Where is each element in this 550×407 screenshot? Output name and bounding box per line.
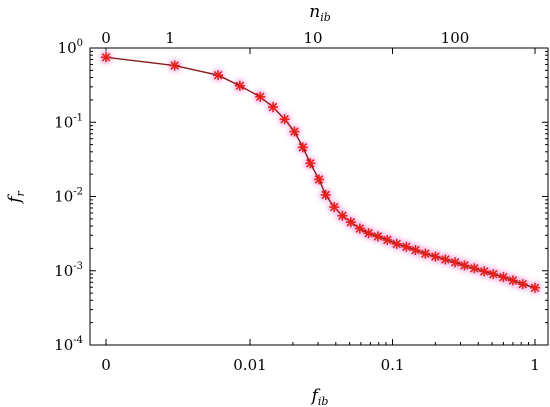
data-point xyxy=(372,231,383,242)
top-axis-title: nib xyxy=(309,2,331,24)
data-point xyxy=(391,238,402,249)
data-point xyxy=(279,114,290,125)
data-point xyxy=(320,189,331,200)
data-point xyxy=(101,52,111,63)
x-tick-label: 0.01 xyxy=(233,356,266,374)
data-point xyxy=(401,241,412,252)
data-point xyxy=(488,269,499,280)
x-tick-label: 1 xyxy=(530,356,540,374)
y-tick-label: 10-2 xyxy=(54,187,83,206)
x-axis-title: fib xyxy=(310,386,329,407)
data-point xyxy=(440,254,451,265)
data-point xyxy=(234,80,245,91)
y-tick-label: 10-3 xyxy=(54,261,83,280)
top-tick-label: 10 xyxy=(303,29,322,47)
data-point xyxy=(289,126,300,137)
top-tick-label: 100 xyxy=(441,29,470,47)
data-point xyxy=(363,228,374,239)
data-point xyxy=(329,202,340,213)
data-point xyxy=(420,248,431,259)
data-point xyxy=(297,142,308,153)
data-point xyxy=(382,234,393,245)
series-line xyxy=(105,56,536,289)
data-point xyxy=(498,272,509,283)
data-point xyxy=(345,217,356,228)
data-point xyxy=(479,266,490,277)
data-point xyxy=(517,279,528,290)
data-point xyxy=(337,210,348,221)
plot-frame xyxy=(89,47,549,346)
y-tick-label: 10-4 xyxy=(54,335,83,354)
x-tick-label: 0 xyxy=(101,356,111,374)
data-point xyxy=(267,102,278,113)
data-point xyxy=(213,70,224,81)
data-point xyxy=(459,260,470,271)
top-tick-label: 1 xyxy=(165,29,175,47)
data-point xyxy=(507,275,518,286)
data-point xyxy=(530,282,540,293)
data-point xyxy=(255,91,266,102)
y-tick-label: 100 xyxy=(58,38,83,57)
x-tick-label: 0.1 xyxy=(381,356,405,374)
data-point xyxy=(305,158,316,169)
data-point xyxy=(354,223,365,234)
data-point xyxy=(314,174,325,185)
data-point xyxy=(410,245,421,256)
marker-halos xyxy=(99,50,542,295)
data-point xyxy=(450,257,461,268)
data-point xyxy=(430,251,441,262)
data-point xyxy=(169,60,180,71)
y-tick-label: 10-1 xyxy=(54,112,83,131)
data-point xyxy=(469,263,480,274)
data-markers xyxy=(101,52,540,293)
top-tick-label: 0 xyxy=(101,29,111,47)
y-axis-title: fr xyxy=(5,190,27,204)
